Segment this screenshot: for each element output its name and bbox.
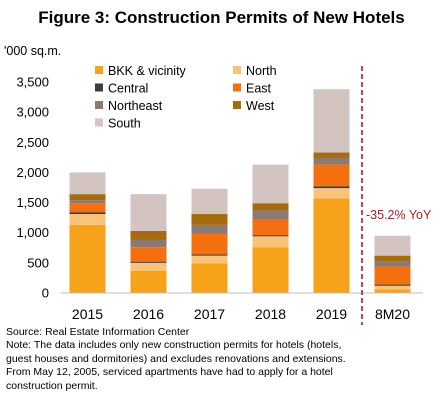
bar-segment	[191, 233, 228, 255]
bar-segment	[252, 203, 289, 211]
note-line-1: Note: The data includes only new constru…	[6, 339, 342, 352]
bar-segment	[313, 188, 350, 199]
bar-segment	[130, 270, 167, 293]
y-tick-label: 1,000	[16, 225, 49, 240]
note-line-2: guest houses and dormitories) and exclud…	[6, 352, 346, 365]
bar-segment	[252, 247, 289, 293]
legend-label: West	[246, 99, 275, 113]
note-line-3: From May 12, 2005, serviced apartments h…	[6, 366, 333, 379]
bar-segment	[313, 186, 350, 189]
bar-segment	[252, 235, 289, 237]
y-tick-label: 2,000	[16, 165, 49, 180]
y-axis-unit-label: '000 sq.m.	[4, 44, 62, 58]
bar-segment	[69, 200, 106, 204]
legend-label: East	[246, 82, 272, 96]
bar-segment	[374, 289, 411, 293]
bar-segment	[69, 212, 106, 215]
legend-label: Central	[108, 82, 148, 96]
bar-segment	[313, 157, 350, 165]
bar-segment	[191, 224, 228, 234]
x-tick-label: 2016	[133, 306, 164, 322]
legend-swatch	[233, 66, 241, 74]
bar-segment	[130, 247, 167, 262]
legend-label: Northeast	[108, 99, 163, 113]
legend-swatch	[95, 101, 103, 109]
x-tick-label: 2019	[316, 306, 347, 322]
bar-segment	[191, 188, 228, 215]
y-tick-label: 500	[27, 255, 49, 270]
bar-segment	[130, 239, 167, 248]
legend-swatch	[95, 66, 103, 74]
legend-label: South	[108, 117, 141, 131]
bar-segment	[374, 266, 411, 285]
x-tick-label: 2018	[255, 306, 286, 322]
bar-segment	[130, 261, 167, 263]
y-tick-label: 2,500	[16, 135, 49, 150]
bar-segment	[374, 255, 411, 262]
chart-footer: Source: Real Estate Information Center N…	[6, 326, 436, 393]
bar-segment	[252, 164, 289, 204]
legend-label: North	[246, 64, 277, 78]
bar-segment	[69, 214, 106, 225]
bar-segment	[191, 263, 228, 293]
bar-segment	[130, 230, 167, 240]
bar-segment	[313, 164, 350, 187]
legend-swatch	[95, 118, 103, 127]
bar-segment	[313, 89, 350, 153]
yoy-annotation: -35.2% YoY	[366, 208, 432, 222]
y-tick-label: 3,500	[16, 75, 49, 90]
bar-segment	[374, 284, 411, 286]
legend-swatch	[233, 101, 241, 109]
bar-segment	[374, 261, 411, 267]
y-tick-label: 1,500	[16, 195, 49, 210]
x-tick-label: 2015	[72, 306, 103, 322]
bar-segment	[130, 194, 167, 231]
bar-segment	[374, 285, 411, 290]
x-tick-label: 8M20	[375, 306, 410, 322]
bar-segment	[191, 214, 228, 225]
legend-swatch	[95, 83, 103, 92]
bar-segment	[69, 172, 106, 195]
bar-segment	[69, 194, 106, 201]
bar-segment	[374, 235, 411, 256]
bar-segment	[313, 198, 350, 293]
legend-swatch	[233, 83, 241, 92]
bar-segment	[252, 236, 289, 248]
legend-label: BKK & vicinity	[108, 64, 187, 78]
source-note: Source: Real Estate Information Center	[6, 326, 190, 338]
bar-segment	[313, 152, 350, 158]
stacked-bar-chart: 0 500 1,000 1,500 2,000 2,500 3,000 3,500 2015 20…	[16, 64, 432, 325]
bar-segment	[69, 203, 106, 213]
note-line-4: construction permit.	[6, 379, 98, 392]
x-tick-label: 2017	[194, 306, 225, 322]
bar-segment	[191, 255, 228, 264]
y-tick-label: 0	[42, 286, 49, 301]
bar-segment	[252, 210, 289, 220]
bar-segment	[252, 219, 289, 236]
y-tick-label: 3,000	[16, 105, 49, 120]
bar-segment	[130, 262, 167, 271]
bar-segment	[69, 224, 106, 293]
chart-title: Figure 3: Construction Permits of New Ho…	[38, 8, 405, 27]
bar-segment	[191, 254, 228, 256]
